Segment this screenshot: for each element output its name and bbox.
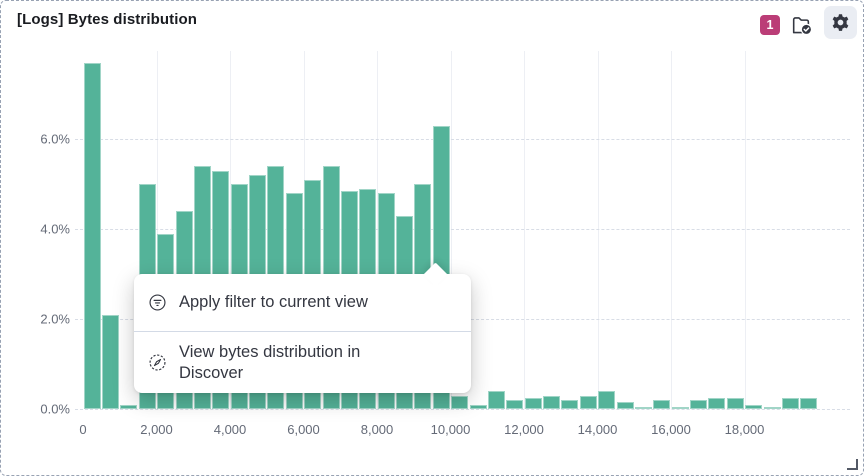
panel-title: [Logs] Bytes distribution — [17, 11, 197, 28]
histogram-bar[interactable] — [120, 404, 138, 409]
histogram-bar[interactable] — [763, 406, 781, 409]
histogram-bar[interactable] — [781, 397, 799, 409]
v-gridline — [303, 51, 305, 409]
histogram-bar[interactable] — [102, 314, 120, 409]
histogram-bar[interactable] — [598, 391, 616, 409]
histogram-bar[interactable] — [653, 400, 671, 409]
v-gridline — [230, 51, 231, 409]
v-gridline — [377, 51, 378, 409]
context-menu: Apply filter to current view View bytes … — [134, 262, 471, 394]
histogram-bar[interactable] — [745, 404, 763, 409]
h-gridline — [75, 229, 850, 230]
histogram-bar[interactable] — [616, 402, 634, 409]
menu-item-view-discover[interactable]: View bytes distribution in Discover — [134, 332, 471, 393]
histogram-bar[interactable] — [671, 406, 689, 409]
histogram-bar[interactable] — [469, 404, 487, 409]
x-axis-tick-label: 4,000 — [213, 422, 247, 437]
histogram-bar[interactable] — [726, 397, 744, 409]
histogram-bar[interactable] — [487, 391, 505, 409]
histogram-bar[interactable] — [543, 395, 561, 409]
histogram-bar[interactable] — [634, 406, 652, 409]
v-gridline — [671, 51, 672, 409]
x-axis-tick-label: 8,000 — [360, 422, 394, 437]
v-gridline — [524, 51, 525, 409]
x-axis-tick-label: 2,000 — [140, 422, 173, 437]
panel-controls: 1 — [760, 6, 857, 39]
y-axis-tick-label: 6.0% — [40, 131, 70, 147]
filter-icon — [149, 294, 166, 311]
v-gridline — [597, 51, 599, 409]
histogram-bar[interactable] — [524, 397, 542, 409]
histogram-bar[interactable] — [83, 62, 101, 409]
v-gridline — [450, 51, 452, 409]
menu-item-apply-filter[interactable]: Apply filter to current view — [134, 274, 471, 331]
histogram-bar[interactable] — [506, 400, 524, 409]
x-axis-tick-label: 6,000 — [287, 422, 320, 437]
menu-divider — [134, 331, 471, 332]
histogram-bar[interactable] — [451, 395, 469, 409]
histogram-bar[interactable] — [579, 395, 597, 409]
x-axis-tick-label: 12,000 — [504, 422, 544, 437]
h-gridline — [75, 409, 850, 410]
x-axis-tick-label: 16,000 — [651, 422, 691, 437]
gear-icon[interactable] — [824, 6, 857, 39]
x-axis-tick-label: 0 — [79, 422, 87, 437]
menu-item-label: Apply filter to current view — [179, 293, 368, 312]
v-gridline — [156, 51, 158, 409]
x-axis-tick-label: 10,000 — [430, 422, 471, 437]
compass-icon — [149, 354, 166, 371]
x-axis-tick-label: 18,000 — [724, 422, 765, 437]
h-gridline — [75, 139, 850, 140]
histogram-bar[interactable] — [690, 400, 708, 409]
histogram-bar[interactable] — [708, 397, 726, 409]
y-axis-tick-label: 0.0% — [40, 401, 70, 417]
folder-check-icon[interactable] — [790, 13, 814, 37]
y-axis-tick-label: 4.0% — [40, 221, 70, 237]
filter-count-badge[interactable]: 1 — [760, 15, 780, 35]
y-axis-tick-label: 2.0% — [40, 311, 70, 327]
v-gridline — [744, 51, 746, 409]
panel-resize-handle[interactable] — [847, 459, 858, 470]
histogram-bar[interactable] — [800, 397, 818, 409]
histogram-bar[interactable] — [561, 400, 579, 409]
menu-item-label: View bytes distribution in Discover — [179, 343, 361, 382]
x-axis-tick-label: 14,000 — [577, 422, 618, 437]
